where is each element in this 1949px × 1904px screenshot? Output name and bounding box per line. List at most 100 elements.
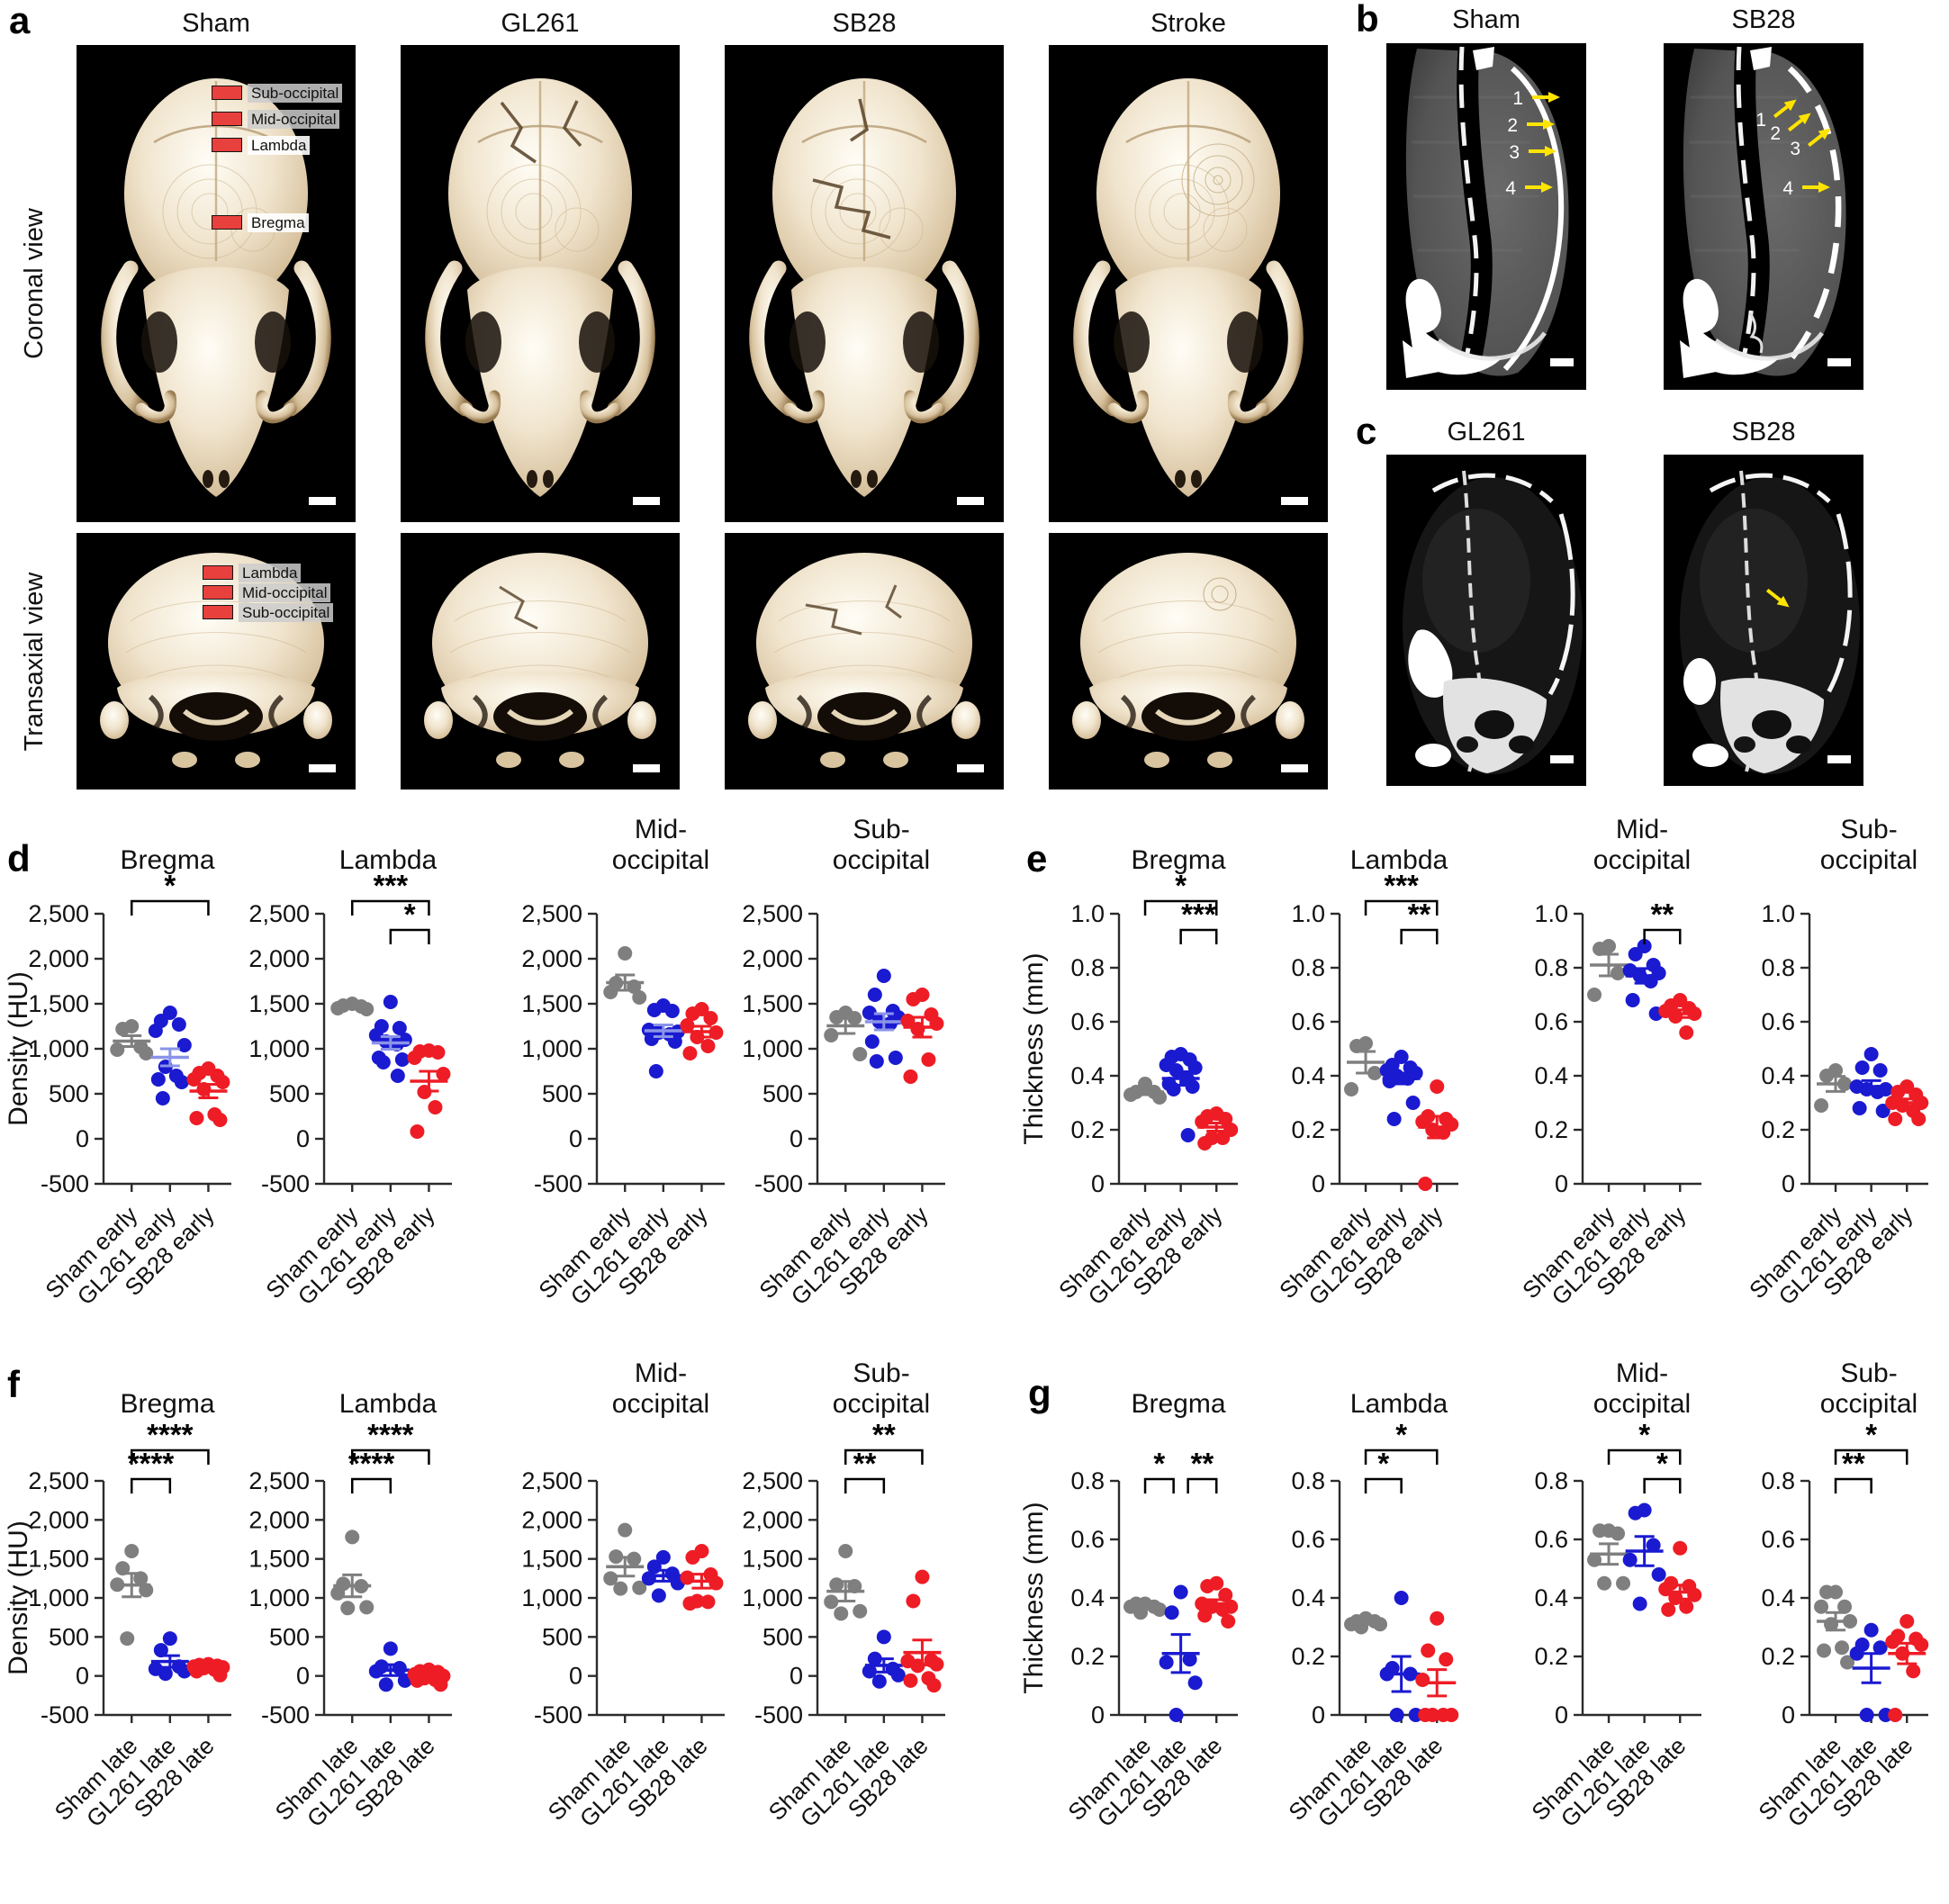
data-point	[903, 1673, 918, 1688]
y-tick-label: 0.4	[1761, 1584, 1795, 1611]
series-sb28-late	[900, 1569, 944, 1693]
chart-title: occipital	[833, 1389, 930, 1419]
data-point	[110, 1042, 125, 1057]
sig-bracket	[1834, 1448, 1908, 1465]
chart-title: Lambda	[1350, 845, 1448, 875]
sig-stars: ***	[374, 869, 409, 902]
sig-bracket	[1143, 899, 1218, 916]
y-tick-label: 0	[296, 1663, 310, 1690]
sig-stars: ****	[128, 1447, 175, 1480]
data-point	[1875, 1104, 1890, 1118]
data-point	[1885, 1634, 1900, 1649]
series-gl261-late	[1849, 1622, 1893, 1722]
data-point	[186, 1072, 202, 1087]
series-gl261-late	[148, 1631, 192, 1682]
column-title-sham: Sham	[182, 9, 250, 38]
data-point	[120, 1631, 135, 1647]
data-point	[1430, 1079, 1445, 1094]
sig-stars: *	[404, 898, 416, 931]
series-sham-early	[1814, 1063, 1855, 1113]
roi-label: Lambda	[248, 136, 311, 155]
chart-title: occipital	[612, 1389, 709, 1419]
panel-g-label: g	[1028, 1372, 1051, 1414]
data-point	[1625, 993, 1640, 1007]
data-point	[685, 1006, 700, 1021]
chart-title: Sub-	[853, 1358, 909, 1388]
sig-stars: ****	[348, 1447, 395, 1480]
roi-marker	[212, 112, 242, 126]
y-tick-label: 1,500	[28, 990, 89, 1017]
sig-bracket	[130, 899, 210, 916]
chart-title: Bregma	[1131, 845, 1225, 875]
series-sham-late	[1814, 1584, 1858, 1670]
data-point	[703, 1011, 718, 1025]
data-point	[1611, 1526, 1626, 1541]
axis-lines	[1338, 914, 1458, 1186]
ct-slice-b-sb28: 1 2 3 4	[1664, 43, 1863, 390]
data-point	[1597, 1575, 1612, 1591]
data-point	[1168, 1708, 1184, 1722]
arrow-number: 3	[1790, 139, 1800, 159]
data-point	[603, 1571, 618, 1586]
data-point	[888, 1051, 903, 1065]
arrow-number: 1	[1512, 88, 1523, 109]
data-point	[212, 1113, 228, 1127]
data-point	[1814, 1599, 1829, 1614]
series-sb28-late	[1195, 1575, 1239, 1629]
y-tick-label: 0.4	[1070, 1062, 1105, 1089]
panel-f-label: f	[7, 1363, 21, 1405]
y-tick-label: 500	[269, 1080, 310, 1107]
chart-title: occipital	[1820, 1389, 1917, 1419]
y-tick-label: 500	[762, 1080, 803, 1107]
data-point	[1436, 1125, 1451, 1140]
data-point	[1185, 1079, 1200, 1094]
arrow-number: 2	[1770, 123, 1781, 144]
roi-label: Lambda	[239, 564, 302, 582]
data-point	[648, 1064, 663, 1078]
ct-sagittal-art: 1 2 3 4	[1386, 43, 1586, 390]
y-tick-label: 500	[542, 1623, 582, 1650]
series-gl261-early	[1379, 1050, 1423, 1126]
series-sham-late	[330, 1530, 374, 1616]
y-tick-label: 2,000	[521, 1506, 582, 1533]
y-tick-label: 0	[1091, 1701, 1105, 1728]
data-point	[340, 1601, 356, 1616]
roi-marker	[212, 86, 242, 100]
chart-title: Mid-	[1616, 1358, 1668, 1388]
data-point	[1587, 988, 1602, 1002]
axis-label-f: Density (HU)	[4, 1520, 33, 1675]
panel-c-title-gl261: GL261	[1447, 418, 1526, 447]
roi-label: Mid-occipital	[248, 110, 340, 129]
data-point	[1679, 1599, 1694, 1614]
sig-bracket	[350, 899, 430, 916]
data-point	[1405, 1096, 1421, 1110]
y-tick-label: 0.8	[1761, 1467, 1795, 1494]
data-point	[1679, 1025, 1694, 1040]
series-sb28-late	[1885, 1614, 1929, 1722]
data-point	[682, 1046, 698, 1060]
sig-stars: *	[164, 869, 176, 902]
data-point	[345, 1530, 360, 1545]
data-point	[176, 1038, 192, 1052]
y-tick-label: 1.0	[1761, 900, 1795, 927]
data-point	[158, 1666, 173, 1682]
y-tick-label: 1,000	[521, 1584, 582, 1611]
data-point	[929, 1656, 944, 1672]
data-point	[862, 1664, 877, 1679]
ct-slice-c-sb28	[1664, 455, 1863, 786]
data-point	[1872, 1640, 1888, 1656]
y-tick-label: 1.0	[1291, 900, 1325, 927]
data-point	[1914, 1638, 1929, 1652]
data-point	[1888, 1708, 1903, 1722]
data-point	[1673, 1540, 1688, 1556]
series-sb28-late	[1658, 1540, 1702, 1617]
sig-bracket	[844, 1477, 886, 1493]
roi-label: Sub-occipital	[239, 603, 334, 622]
y-tick-label: 0.2	[1070, 1116, 1105, 1143]
data-point	[1899, 1614, 1915, 1629]
ct-axial-art	[1664, 455, 1863, 786]
sig-bracket	[1179, 928, 1218, 944]
chart-title: occipital	[1593, 845, 1691, 875]
series-sham-early	[110, 1019, 154, 1060]
